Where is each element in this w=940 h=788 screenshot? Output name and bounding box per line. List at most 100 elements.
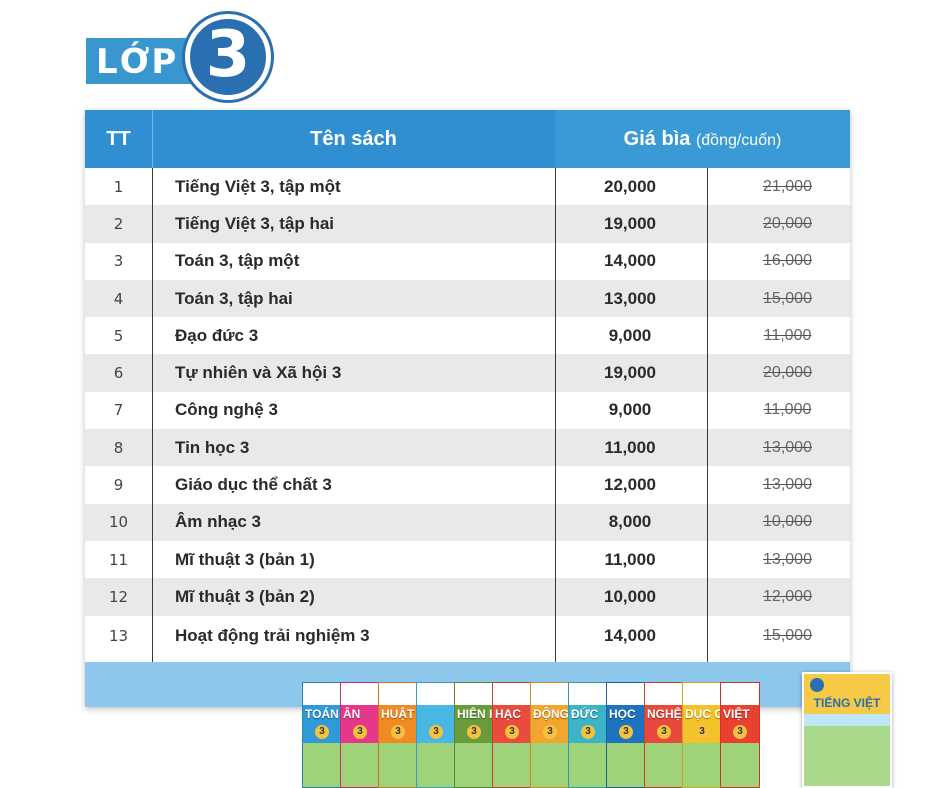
book-title: Giáo dục thể chất 3 xyxy=(175,475,332,495)
column-header-price: Giá bìa (đồng/cuốn) xyxy=(555,110,850,168)
price-header-label: Giá bìa xyxy=(623,128,691,150)
book-cover-label: HIÊN HỘI xyxy=(457,707,493,721)
book-title: Âm nhạc 3 xyxy=(175,512,261,532)
row-number: 8 xyxy=(113,438,124,457)
book-cover-front: TIẾNG VIỆT xyxy=(802,672,892,788)
column-header-tt: TT xyxy=(106,128,131,150)
old-price: 15,000 xyxy=(763,626,812,644)
publisher-logo-icon xyxy=(810,678,824,692)
book-cover-label: ÂN xyxy=(343,707,361,721)
book-title: Mĩ thuật 3 (bản 1) xyxy=(175,549,315,569)
column-divider xyxy=(707,168,708,662)
column-divider xyxy=(152,168,153,662)
price-unit-label: (đồng/cuốn) xyxy=(695,132,782,149)
old-price: 13,000 xyxy=(763,550,812,568)
book-cover: VIỆT 3 xyxy=(720,682,760,788)
book-cover: HỌC 3 xyxy=(606,682,646,788)
price-table: TT Tên sách Giá bìa (đồng/cuốn) 1 Tiếng V… xyxy=(85,110,850,707)
book-title: Công nghệ 3 xyxy=(175,400,278,420)
book-title: Hoạt động trải nghiệm 3 xyxy=(175,625,370,645)
book-title: Toán 3, tập một xyxy=(175,251,300,271)
current-price: 20,000 xyxy=(604,176,656,196)
book-cover-label: HUẬT xyxy=(381,707,415,721)
table-row: 12 Mĩ thuật 3 (bản 2) 10,000 12,000 xyxy=(85,578,850,616)
column-header-name: Tên sách xyxy=(310,128,397,150)
book-cover: NGHỆ 3 xyxy=(644,682,684,788)
book-title: Toán 3, tập hai xyxy=(175,288,293,308)
book-cover-label: TOÁN xyxy=(305,707,339,721)
old-price: 16,000 xyxy=(763,252,812,270)
current-price: 14,000 xyxy=(604,625,656,645)
book-cover: HIÊN HỘI3 xyxy=(454,682,494,788)
book-cover: HUẬT 3 xyxy=(378,682,418,788)
old-price: 15,000 xyxy=(763,289,812,307)
current-price: 8,000 xyxy=(608,512,652,532)
column-divider xyxy=(555,168,556,662)
current-price: 19,000 xyxy=(604,363,656,383)
row-number: 1 xyxy=(113,177,124,196)
book-title: Mĩ thuật 3 (bản 2) xyxy=(175,586,315,606)
book-cover-label: DỤC CHẤT xyxy=(685,707,721,721)
row-number: 9 xyxy=(113,476,124,495)
table-row: 2 Tiếng Việt 3, tập hai 19,000 20,000 xyxy=(85,205,850,243)
table-row: 11 Mĩ thuật 3 (bản 1) 11,000 13,000 xyxy=(85,541,850,578)
table-row: 7 Công nghệ 3 9,000 11,000 xyxy=(85,392,850,429)
row-number: 2 xyxy=(113,214,124,233)
old-price: 13,000 xyxy=(763,438,812,456)
book-cover-label: VIỆT xyxy=(723,707,750,721)
old-price: 20,000 xyxy=(763,214,812,232)
book-cover: HẠC 3 xyxy=(492,682,532,788)
table-row: 6 Tự nhiên và Xã hội 3 19,000 20,000 xyxy=(85,354,850,392)
table-row: 1 Tiếng Việt 3, tập một 20,000 21,000 xyxy=(85,168,850,205)
book-title: Tiếng Việt 3, tập một xyxy=(175,176,341,196)
table-row: 4 Toán 3, tập hai 13,000 15,000 xyxy=(85,279,850,318)
book-cover: ĐỘNG NGHIỆM3 xyxy=(530,682,570,788)
row-number: 10 xyxy=(108,513,129,532)
book-cover-label: HẠC xyxy=(495,707,521,721)
row-number: 7 xyxy=(113,401,124,420)
current-price: 11,000 xyxy=(604,437,656,457)
book-cover-label: ĐỨC xyxy=(571,707,599,721)
old-price: 10,000 xyxy=(763,513,812,531)
table-row: 5 Đạo đức 3 9,000 11,000 xyxy=(85,317,850,354)
row-number: 4 xyxy=(113,289,124,308)
book-cover: TOÁN 3 xyxy=(302,682,342,788)
book-title: Đạo đức 3 xyxy=(175,325,259,345)
current-price: 12,000 xyxy=(604,475,656,495)
table-row: 10 Âm nhạc 3 8,000 10,000 xyxy=(85,503,850,541)
book-title: Tiếng Việt 3, tập hai xyxy=(175,213,335,233)
table-row: 8 Tin học 3 11,000 13,000 xyxy=(85,429,850,467)
old-price: 20,000 xyxy=(763,364,812,382)
table-row: 13 Hoạt động trải nghiệm 3 14,000 15,000 xyxy=(85,616,850,656)
table-header: TT Tên sách Giá bìa (đồng/cuốn) xyxy=(85,110,850,168)
grade-label: LỚP xyxy=(96,42,179,82)
book-cover: DỤC CHẤT3 xyxy=(682,682,722,788)
current-price: 19,000 xyxy=(604,213,656,233)
current-price: 9,000 xyxy=(608,400,652,420)
table-row: 9 Giáo dục thể chất 3 12,000 13,000 xyxy=(85,466,850,503)
current-price: 13,000 xyxy=(604,288,656,308)
old-price: 21,000 xyxy=(763,177,812,195)
row-number: 11 xyxy=(108,550,129,569)
current-price: 11,000 xyxy=(604,549,656,569)
table-row: 3 Toán 3, tập một 14,000 16,000 xyxy=(85,243,850,280)
table-body: 1 Tiếng Việt 3, tập một 20,000 21,000 2 Tiếng… xyxy=(85,168,850,656)
row-number: 13 xyxy=(108,626,129,645)
book-cover: ĐỨC 3 xyxy=(568,682,608,788)
old-price: 11,000 xyxy=(763,326,812,344)
book-title: Tự nhiên và Xã hội 3 xyxy=(175,363,342,383)
book-cover-label: NGHỆ xyxy=(647,707,682,721)
front-cover-title: TIẾNG VIỆT xyxy=(813,696,881,710)
grade-number-circle: 3 xyxy=(185,14,271,100)
grade-number: 3 xyxy=(205,18,251,92)
current-price: 14,000 xyxy=(604,251,656,271)
book-title: Tin học 3 xyxy=(175,437,250,457)
old-price: 12,000 xyxy=(763,587,812,605)
current-price: 10,000 xyxy=(604,586,656,606)
row-number: 3 xyxy=(113,252,124,271)
old-price: 11,000 xyxy=(763,401,812,419)
book-cover: ÂN 3 xyxy=(340,682,380,788)
book-cover-label: HỌC xyxy=(609,707,636,721)
row-number: 12 xyxy=(108,587,129,606)
